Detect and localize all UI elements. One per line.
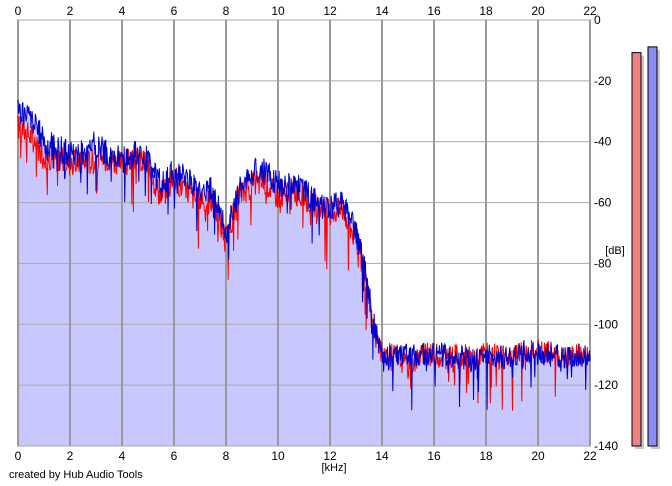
x-tick-label-bottom: 4 xyxy=(119,449,126,463)
x-tick-label-bottom: 12 xyxy=(323,449,337,463)
y-tick-label: -60 xyxy=(594,196,612,210)
x-tick-label-top: 22 xyxy=(583,4,597,18)
x-tick-label-bottom: 18 xyxy=(479,449,493,463)
series-line-left xyxy=(17,115,591,411)
x-tick-label-top: 20 xyxy=(531,4,545,18)
y-tick-label: -140 xyxy=(594,439,618,453)
y-axis-label: [dB] xyxy=(605,245,625,257)
x-tick-label-bottom: 10 xyxy=(271,449,285,463)
x-tick-label-top: 0 xyxy=(15,4,22,18)
level-meters xyxy=(631,46,660,449)
x-tick-label-bottom: 22 xyxy=(583,449,597,463)
x-tick-label-top: 2 xyxy=(67,4,74,18)
spectrum-fill xyxy=(18,99,590,447)
x-tick-label-bottom: 8 xyxy=(223,449,230,463)
x-tick-label-top: 10 xyxy=(271,4,285,18)
x-tick-label-bottom: 16 xyxy=(427,449,441,463)
x-tick-label-bottom: 0 xyxy=(15,449,22,463)
level-meter-left xyxy=(631,52,642,447)
x-tick-label-top: 4 xyxy=(119,4,126,18)
x-tick-label-bottom: 6 xyxy=(171,449,178,463)
x-tick-label-top: 16 xyxy=(427,4,441,18)
tick-labels: 0 2 4 6 8 10 12 14 16 18 20 220 2 4 6 8 10 12 14 16 18 20 220-… xyxy=(15,4,619,463)
x-tick-label-top: 18 xyxy=(479,4,493,18)
x-axis-label: [kHz] xyxy=(321,462,346,474)
x-tick-label-top: 12 xyxy=(323,4,337,18)
x-tick-label-bottom: 20 xyxy=(531,449,545,463)
y-tick-label: -80 xyxy=(594,256,612,270)
x-tick-label-top: 14 xyxy=(375,4,389,18)
y-tick-label: -40 xyxy=(594,135,612,149)
x-tick-label-bottom: 14 xyxy=(375,449,389,463)
plot-area xyxy=(17,19,591,447)
level-meter-right xyxy=(647,46,658,447)
x-tick-label-top: 8 xyxy=(223,4,230,18)
x-tick-label-bottom: 2 xyxy=(67,449,74,463)
x-tick-label-top: 6 xyxy=(171,4,178,18)
series-line-right xyxy=(17,99,591,411)
y-tick-label: -20 xyxy=(594,74,612,88)
y-tick-label: -120 xyxy=(594,378,618,392)
footer-credit: created by Hub Audio Tools xyxy=(9,469,143,481)
y-tick-label: -100 xyxy=(594,317,618,331)
y-tick-label: 0 xyxy=(594,13,601,27)
